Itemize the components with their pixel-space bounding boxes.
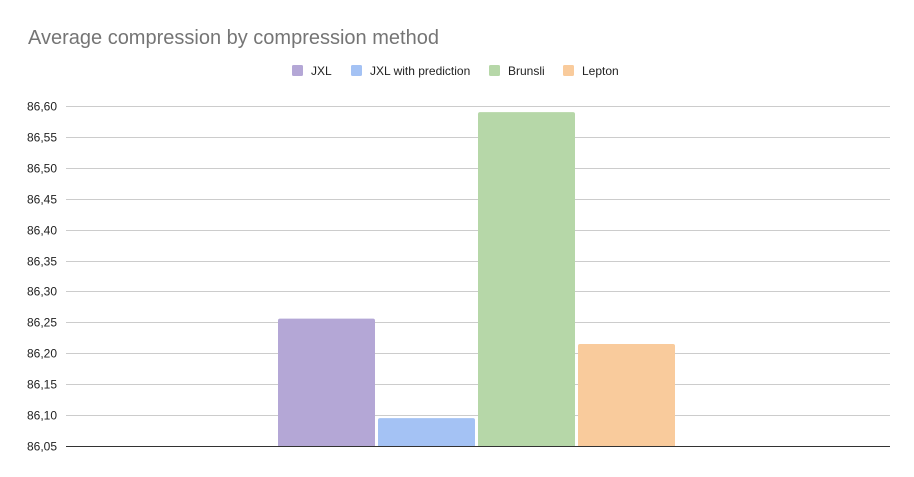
- y-tick-label: 86,55: [27, 131, 57, 145]
- bars: [278, 112, 675, 446]
- y-tick-label: 86,45: [27, 193, 57, 207]
- y-tick-label: 86,50: [27, 162, 57, 176]
- legend-swatch: [292, 65, 303, 76]
- y-tick-label: 86,25: [27, 316, 57, 330]
- y-tick-label: 86,05: [27, 440, 57, 454]
- y-axis-ticks: 86,05 86,10 86,15 86,20 86,25 86,30 86,35 86,40…: [27, 100, 57, 454]
- chart-title: Average compression by compression metho…: [28, 27, 439, 49]
- legend-label: JXL: [311, 64, 332, 78]
- legend-item[interactable]: JXL: [292, 64, 332, 78]
- y-tick-label: 86,40: [27, 224, 57, 238]
- legend-label: Lepton: [582, 64, 619, 78]
- legend-swatch: [489, 65, 500, 76]
- y-tick-label: 86,30: [27, 285, 57, 299]
- legend-label: Brunsli: [508, 64, 545, 78]
- bar-jxl[interactable]: [278, 318, 375, 446]
- y-tick-label: 86,10: [27, 409, 57, 423]
- legend: JXL JXL with prediction Brunsli Lepton: [292, 64, 619, 78]
- bar-jxl-with-prediction[interactable]: [378, 418, 475, 446]
- y-tick-label: 86,20: [27, 347, 57, 361]
- y-tick-label: 86,15: [27, 378, 57, 392]
- y-tick-label: 86,35: [27, 255, 57, 269]
- y-tick-label: 86,60: [27, 100, 57, 114]
- legend-swatch: [351, 65, 362, 76]
- legend-item[interactable]: Brunsli: [489, 64, 545, 78]
- legend-swatch: [563, 65, 574, 76]
- bar-lepton[interactable]: [578, 344, 675, 446]
- bar-brunsli[interactable]: [478, 112, 575, 446]
- legend-label: JXL with prediction: [370, 64, 470, 78]
- legend-item[interactable]: Lepton: [563, 64, 619, 78]
- legend-item[interactable]: JXL with prediction: [351, 64, 470, 78]
